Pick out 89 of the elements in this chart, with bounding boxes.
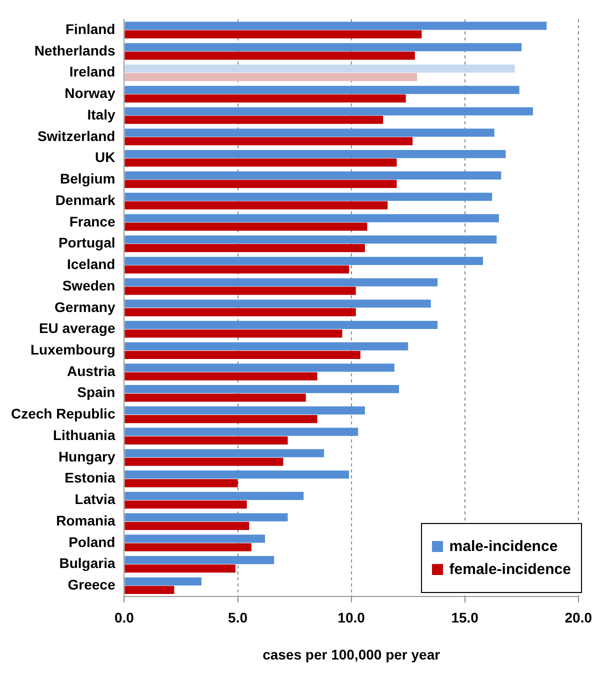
- bar: [124, 522, 250, 530]
- y-tick-label: Spain: [77, 384, 116, 400]
- bar: [124, 256, 484, 265]
- y-tick-label: Poland: [68, 534, 116, 550]
- bar: [124, 150, 506, 158]
- bar: [124, 458, 284, 466]
- y-tick-label: EU average: [38, 320, 116, 336]
- bar: [124, 222, 368, 231]
- bar: [124, 385, 399, 394]
- bar: [124, 244, 365, 252]
- y-tick-label: Germany: [54, 298, 116, 315]
- bar: [124, 265, 350, 274]
- x-axis-title: cases per 100,000 per year: [262, 646, 441, 662]
- y-tick-label: Norway: [64, 85, 116, 102]
- y-tick-label: Luxembourg: [30, 342, 116, 358]
- bar: [124, 278, 438, 286]
- x-tick-label: 5.0: [228, 610, 248, 626]
- bar: [124, 449, 324, 458]
- bar: [124, 171, 502, 180]
- x-tick-label: 10.0: [338, 610, 366, 626]
- bar: [124, 201, 388, 210]
- y-tick-label: Denmark: [55, 192, 116, 208]
- bar: [124, 64, 515, 73]
- bar: [124, 350, 360, 359]
- bar: [124, 214, 499, 222]
- bar: [124, 534, 266, 543]
- bar: [124, 577, 202, 586]
- bar: [124, 192, 492, 201]
- y-tick-label: UK: [95, 149, 116, 166]
- bar: [124, 470, 350, 479]
- y-tick-label: Czech Republic: [10, 406, 116, 422]
- bar: [124, 30, 422, 38]
- bar: [124, 73, 418, 82]
- legend-label: female-incidence: [449, 561, 571, 578]
- y-tick-label: Netherlands: [34, 42, 116, 58]
- y-tick-label: Latvia: [74, 491, 116, 508]
- y-tick-label: Switzerland: [37, 128, 116, 144]
- bar: [124, 22, 547, 30]
- y-tick-label: Italy: [87, 106, 116, 122]
- y-tick-label: Sweden: [62, 277, 116, 294]
- y-tick-label: Lithuania: [53, 426, 116, 443]
- bar: [124, 586, 174, 594]
- bar: [124, 556, 274, 564]
- bar: [124, 235, 497, 244]
- bar: [124, 492, 304, 500]
- y-tick-label: Bulgaria: [59, 555, 116, 572]
- y-tick-label: Ireland: [69, 64, 116, 80]
- y-tick-label: Austria: [67, 362, 116, 379]
- bar: [124, 513, 288, 522]
- y-tick-label: Hungary: [58, 448, 116, 464]
- bar: [124, 372, 318, 380]
- bar: [124, 94, 406, 103]
- bar: [124, 436, 288, 444]
- x-tick-label: 0.0: [114, 610, 134, 626]
- bar: [124, 52, 415, 60]
- y-tick-label: Belgium: [60, 170, 116, 187]
- bar: [124, 414, 318, 424]
- bar: [124, 329, 342, 338]
- bar: [124, 300, 431, 308]
- bar: [124, 116, 384, 124]
- y-tick-label: Romania: [56, 512, 116, 528]
- x-tick-label: 15.0: [451, 610, 479, 626]
- bar: [124, 320, 438, 330]
- bar: [124, 479, 238, 488]
- bar: [124, 342, 408, 350]
- bar: [124, 394, 306, 402]
- x-tick-label: 20.0: [564, 610, 592, 626]
- y-tick-label: Greece: [68, 576, 116, 593]
- bar: [124, 364, 394, 372]
- bar: [124, 308, 356, 316]
- bar: [124, 137, 413, 146]
- bar: [124, 128, 494, 137]
- bar: [124, 564, 236, 573]
- bar: [124, 500, 247, 509]
- legend-label: male-incidence: [449, 538, 558, 555]
- bar: [124, 158, 397, 167]
- y-tick-label: Iceland: [66, 256, 116, 272]
- y-tick-label: Finland: [65, 20, 116, 37]
- bar: [124, 286, 356, 295]
- bar: [124, 180, 397, 188]
- bar: [124, 86, 520, 94]
- bar: [124, 107, 533, 116]
- bar: [124, 543, 252, 552]
- bar: [124, 406, 365, 415]
- y-tick-label: Estonia: [64, 470, 116, 486]
- bar: [124, 428, 358, 436]
- bar: [124, 43, 522, 52]
- y-tick-label: France: [69, 213, 116, 230]
- y-tick-label: Portugal: [58, 234, 116, 251]
